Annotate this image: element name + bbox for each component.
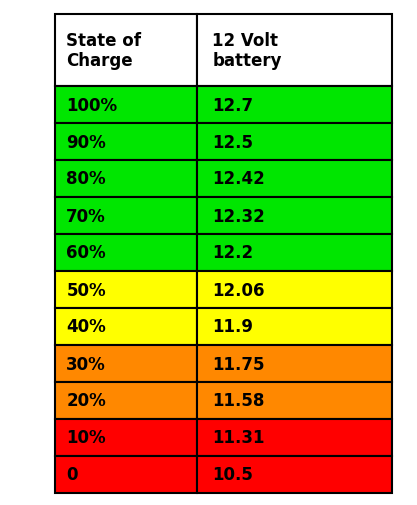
Text: 100%: 100%	[66, 96, 118, 114]
Bar	[55, 234, 196, 272]
Bar	[196, 124, 392, 161]
Text: 12.7: 12.7	[212, 96, 253, 114]
Bar	[55, 382, 196, 419]
Text: 60%: 60%	[66, 244, 106, 262]
Text: 12.32: 12.32	[212, 207, 265, 225]
Text: 20%: 20%	[66, 392, 106, 410]
Bar	[196, 309, 392, 345]
Bar	[55, 345, 196, 382]
Bar	[55, 309, 196, 345]
Text: 12.2: 12.2	[212, 244, 253, 262]
Text: 50%: 50%	[66, 281, 106, 299]
Bar	[196, 197, 392, 234]
Bar	[55, 419, 196, 456]
Bar	[55, 456, 196, 493]
Text: 11.75: 11.75	[212, 355, 265, 373]
Text: 40%: 40%	[66, 318, 106, 336]
Bar	[196, 15, 392, 87]
Text: 12.5: 12.5	[212, 133, 253, 151]
Text: 12 Volt
battery: 12 Volt battery	[212, 31, 281, 70]
Text: 90%: 90%	[66, 133, 106, 151]
Bar	[196, 382, 392, 419]
Bar	[196, 345, 392, 382]
Text: 11.31: 11.31	[212, 429, 265, 446]
Bar	[196, 272, 392, 309]
Text: 80%: 80%	[66, 170, 106, 188]
Bar	[196, 161, 392, 197]
Text: 11.9: 11.9	[212, 318, 253, 336]
Text: 12.06: 12.06	[212, 281, 265, 299]
Bar	[196, 234, 392, 272]
Bar	[55, 87, 196, 124]
Text: 70%: 70%	[66, 207, 106, 225]
Bar	[196, 87, 392, 124]
Bar	[55, 124, 196, 161]
Text: 30%: 30%	[66, 355, 106, 373]
Text: 11.58: 11.58	[212, 392, 264, 410]
Bar	[196, 419, 392, 456]
Bar	[55, 272, 196, 309]
Bar	[55, 197, 196, 234]
Text: 12.42: 12.42	[212, 170, 265, 188]
Text: 10.5: 10.5	[212, 466, 253, 484]
Bar	[55, 15, 196, 87]
Text: 10%: 10%	[66, 429, 106, 446]
Text: 0: 0	[66, 466, 78, 484]
Text: State of
Charge: State of Charge	[66, 31, 141, 70]
Bar	[196, 456, 392, 493]
Bar	[55, 161, 196, 197]
